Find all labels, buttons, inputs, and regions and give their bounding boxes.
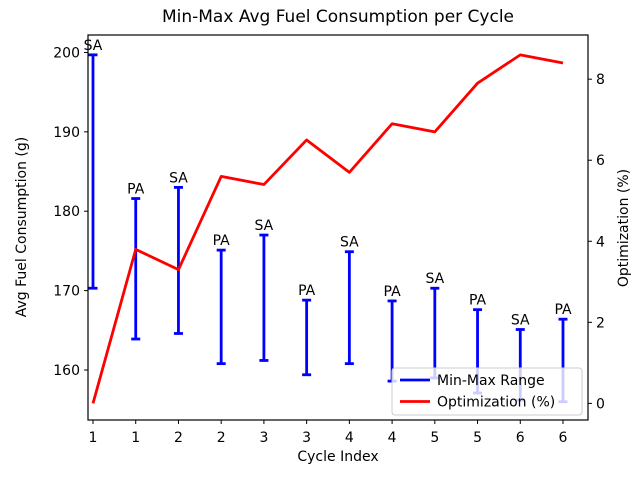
min-max-errorbar: SA xyxy=(169,170,188,335)
x-tick-label: 5 xyxy=(473,430,482,446)
x-tick-label: 1 xyxy=(89,430,98,446)
min-max-errorbar: SA xyxy=(255,218,274,362)
x-axis-label: Cycle Index xyxy=(297,449,379,465)
left-y-tick-label: 170 xyxy=(53,284,80,300)
left-y-tick-label: 180 xyxy=(53,204,80,220)
algo-label: PA xyxy=(384,284,402,300)
right-y-tick-label: 4 xyxy=(596,234,605,250)
optimization-line xyxy=(91,53,564,404)
min-max-errorbar: PA xyxy=(384,284,402,383)
left-y-tick-label: 190 xyxy=(53,125,80,141)
x-tick-label: 3 xyxy=(259,430,268,446)
x-tick-label: 2 xyxy=(174,430,183,446)
chart-title: Min-Max Avg Fuel Consumption per Cycle xyxy=(161,7,515,27)
algo-label: SA xyxy=(255,218,274,234)
algo-label: PA xyxy=(127,182,145,198)
min-max-errorbar: SA xyxy=(340,235,359,366)
axes-frame xyxy=(87,34,589,421)
algo-label: PA xyxy=(213,233,231,249)
legend-box xyxy=(391,367,583,416)
x-tick-label: 2 xyxy=(217,430,226,446)
right-y-tick-label: 0 xyxy=(596,396,605,412)
x-tick-label: 1 xyxy=(131,430,140,446)
x-tick-label: 6 xyxy=(559,430,568,446)
x-tick-label: 6 xyxy=(516,430,525,446)
left-y-tick-label: 200 xyxy=(53,45,80,61)
right-y-tick-label: 2 xyxy=(596,315,605,331)
algo-label: PA xyxy=(298,283,316,299)
algo-label: PA xyxy=(469,293,487,309)
min-max-errorbar: PA xyxy=(298,283,316,377)
algo-label: SA xyxy=(84,38,103,54)
x-tick-label: 5 xyxy=(430,430,439,446)
algo-label: SA xyxy=(340,235,359,251)
legend-label: Min-Max Range xyxy=(437,373,545,389)
x-tick-label: 4 xyxy=(388,430,397,446)
min-max-errorbar: SA xyxy=(84,38,103,290)
min-max-errorbar: PA xyxy=(127,182,145,341)
x-tick-label: 4 xyxy=(345,430,354,446)
legend: Min-Max Range Optimization (%) xyxy=(391,367,583,416)
algo-label: SA xyxy=(511,313,530,329)
min-max-errorbar: SA xyxy=(425,271,445,380)
algo-label: PA xyxy=(554,302,572,318)
legend-label: Optimization (%) xyxy=(437,395,555,411)
algo-label: SA xyxy=(425,271,444,287)
right-y-tick-label: 6 xyxy=(596,153,605,169)
x-tick-label: 3 xyxy=(302,430,311,446)
left-y-tick-label: 160 xyxy=(53,363,80,379)
right-y-tick-label: 8 xyxy=(596,72,605,88)
algo-label: SA xyxy=(169,170,188,186)
min-max-errorbar: PA xyxy=(213,233,231,366)
